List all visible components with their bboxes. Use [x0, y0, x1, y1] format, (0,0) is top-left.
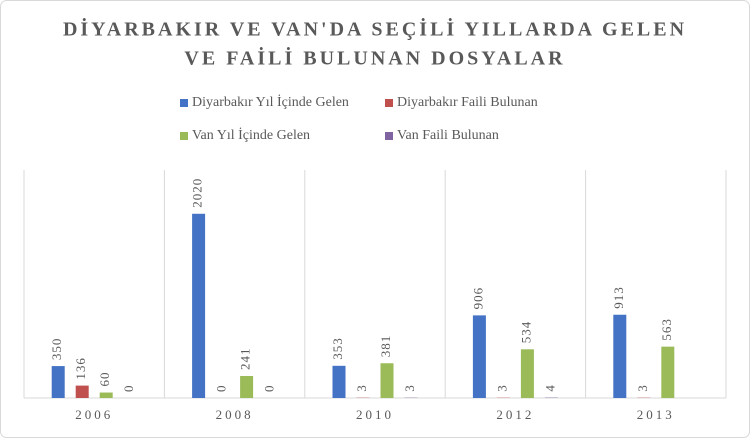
bar [332, 365, 346, 398]
data-label: 241 [238, 348, 253, 371]
data-label: 906 [470, 287, 485, 310]
data-label: 4 [542, 384, 557, 392]
data-label: 0 [262, 385, 277, 393]
bar [472, 315, 486, 398]
data-label: 3 [354, 384, 369, 392]
legend-label: Diyarbakır Faili Bulunan [397, 95, 538, 110]
legend-label: Diyarbakır Yıl İçinde Gelen [192, 94, 349, 110]
x-tick-label: 2012 [496, 407, 534, 422]
bar [380, 363, 394, 398]
bar [240, 376, 254, 398]
data-label: 913 [611, 286, 626, 309]
x-tick-label: 2008 [216, 407, 254, 422]
bar [613, 314, 627, 398]
legend-swatch [385, 132, 393, 140]
data-label: 60 [97, 372, 112, 387]
data-label: 136 [73, 357, 88, 380]
legend-swatch [180, 132, 188, 140]
data-label: 3 [402, 384, 417, 392]
bar [520, 349, 534, 398]
chart-title: VE FAİLİ BULUNAN DOSYALAR [184, 46, 565, 70]
chart-title: DİYARBAKIR VE VAN'DA SEÇİLİ YILLARDA GEL… [63, 17, 687, 41]
data-label: 350 [49, 338, 64, 361]
bar [75, 385, 89, 398]
bar [192, 213, 206, 398]
legend-swatch [180, 99, 188, 107]
bar [99, 392, 113, 398]
data-label: 3 [494, 384, 509, 392]
bar [661, 346, 675, 398]
data-label: 0 [214, 385, 229, 393]
legend-swatch [385, 99, 393, 107]
data-label: 3 [635, 384, 650, 392]
data-label: 534 [518, 321, 533, 344]
x-tick-label: 2010 [356, 407, 394, 422]
data-label: 0 [121, 385, 136, 393]
data-label: 563 [659, 318, 674, 341]
x-tick-label: 2006 [75, 407, 113, 422]
x-tick-label: 2013 [637, 407, 675, 422]
data-label: 381 [378, 335, 393, 358]
legend-label: Van Faili Bulunan [397, 128, 499, 143]
data-label: 2020 [190, 178, 205, 208]
data-label: 353 [330, 337, 345, 360]
bar [51, 366, 65, 398]
legend-label: Van Yıl İçinde Gelen [192, 127, 310, 143]
